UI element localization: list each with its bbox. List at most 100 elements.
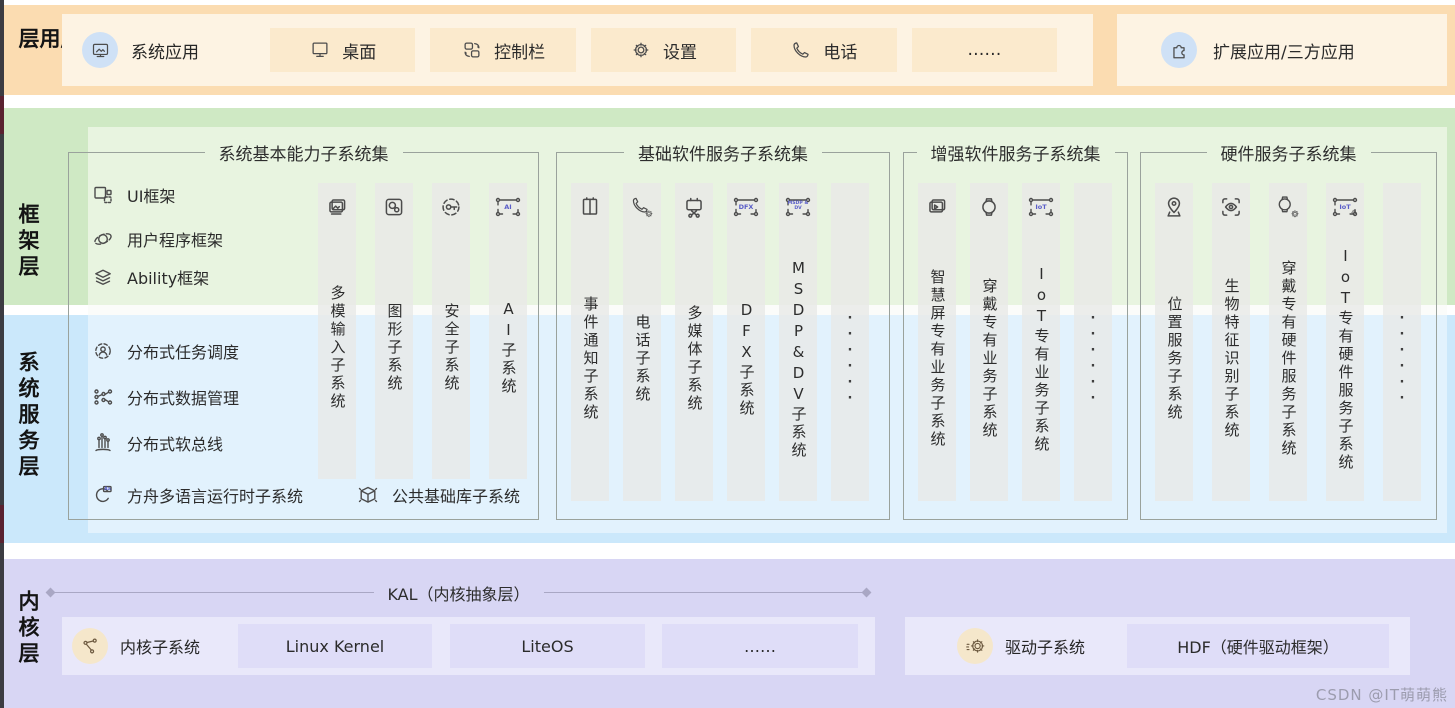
distributed-task-item: 分布式任务调度 <box>91 339 239 363</box>
msdp-dv-bracket-icon: MSDP & DV <box>785 185 811 229</box>
phone-item[interactable]: 电话 <box>751 28 897 72</box>
screenshot-edge-strip <box>0 0 4 708</box>
wearable-hardware-icon <box>1275 185 1301 229</box>
ui-framework-item: UI框架 <box>91 183 175 207</box>
multimodal-input-icon <box>324 185 350 229</box>
group-basic-software-service: 基础软件服务子系统集 事件通知子系统 电话子系统 <box>556 140 890 520</box>
driver-subsystem-panel: 驱动子系统 HDF（硬件驱动框架） <box>905 617 1410 675</box>
linux-kernel-box[interactable]: Linux Kernel <box>238 624 432 668</box>
edge-segment <box>0 96 4 134</box>
ark-runtime-label: 方舟多语言运行时子系统 <box>127 487 304 506</box>
phone-icon <box>793 42 810 58</box>
column-multimedia: 多媒体子系统 <box>675 183 713 501</box>
column-event-notification: 事件通知子系统 <box>571 183 609 501</box>
extension-apps-panel: 扩展应用/三方应用 <box>1117 14 1447 86</box>
column-telephony: 电话子系统 <box>623 183 661 501</box>
distributed-softbus-icon <box>95 433 111 452</box>
group-hardware-service: 硬件服务子系统集 位置服务子系统 生物特征识别子系统 <box>1140 140 1437 520</box>
smart-screen-icon <box>924 185 950 229</box>
group-basic-capability: 系统基本能力子系统集 UI框架 用户程序框架 Ability框架 <box>68 140 539 520</box>
column-smart-screen: 智慧屏专有业务子系统 <box>918 183 956 501</box>
extension-apps-label: 扩展应用/三方应用 <box>1213 42 1355 63</box>
framework-service-band: 框架层 系统服务层 系统基本能力子系统集 UI框架 用户程序框架 A <box>0 108 1455 543</box>
settings-item[interactable]: 设置 <box>590 28 737 72</box>
column-wearable-hardware: 穿戴专有硬件服务子系统 <box>1269 183 1307 501</box>
ui-framework-icon <box>94 186 112 204</box>
desktop-label: 桌面 <box>342 42 377 63</box>
group-hardware-service-title: 硬件服务子系统集 <box>1206 140 1371 165</box>
group-basic-software-title: 基础软件服务子系统集 <box>624 140 822 165</box>
more-apps-item: …… <box>911 28 1058 72</box>
puzzle-icon <box>1161 32 1197 68</box>
phone-label: 电话 <box>823 42 858 63</box>
ability-framework-label: Ability框架 <box>127 269 210 288</box>
ai-bracket-icon: AI <box>495 185 521 229</box>
distributed-data-icon <box>94 389 113 405</box>
desktop-item[interactable]: 桌面 <box>270 28 416 72</box>
system-apps-panel: 系统应用 桌面 控制栏 <box>62 14 1093 86</box>
control-bar-item[interactable]: 控制栏 <box>430 28 576 72</box>
kernel-layer-label: 内核层 <box>16 590 40 668</box>
iot-hardware-bracket-icon: IoT <box>1332 185 1358 229</box>
user-program-framework-item: 用户程序框架 <box>91 227 223 251</box>
column-msdp-dv: MSDP & DV MSDP&DV子系统 <box>779 183 817 501</box>
application-layer-band: 应用层 系统应用 桌面 <box>0 5 1455 95</box>
column-more: ······ <box>1383 183 1421 501</box>
driver-subsystem-label: 驱动子系统 <box>1005 638 1086 657</box>
driver-gear-icon <box>957 628 993 664</box>
more-kernels-box: …… <box>662 624 858 668</box>
ui-framework-label: UI框架 <box>127 187 176 206</box>
column-wearable-service: 穿戴专有业务子系统 <box>970 183 1008 501</box>
distributed-softbus-label: 分布式软总线 <box>127 435 224 454</box>
system-app-icon <box>82 32 118 68</box>
iot-bracket-icon: IoT <box>1028 185 1054 229</box>
group-enhanced-software-title: 增强软件服务子系统集 <box>916 140 1115 165</box>
group-basic-capability-title: 系统基本能力子系统集 <box>204 140 403 165</box>
location-pin-icon <box>1161 185 1187 229</box>
biometric-eye-icon <box>1218 185 1244 229</box>
hdf-box[interactable]: HDF（硬件驱动框架） <box>1127 624 1389 668</box>
control-bar-label: 控制栏 <box>494 42 546 63</box>
common-library-icon <box>358 486 378 503</box>
control-bar-icon <box>464 42 480 58</box>
service-layer-label: 系统服务层 <box>16 351 40 481</box>
settings-gear-icon <box>633 42 649 58</box>
ellipsis-label: …… <box>967 40 1002 60</box>
ark-runtime-item: Aa 方舟多语言运行时子系统 <box>91 483 303 507</box>
edge-segment <box>0 505 4 543</box>
column-security: 安全子系统 <box>432 183 470 479</box>
common-library-item: 公共基础库子系统 <box>356 483 520 507</box>
distributed-task-label: 分布式任务调度 <box>127 343 240 362</box>
system-app-label: 系统应用 <box>131 42 199 63</box>
kal-label: KAL（内核抽象层） <box>373 581 544 605</box>
wearable-watch-icon <box>976 185 1002 229</box>
column-dfx: DFX DFX子系统 <box>727 183 765 501</box>
column-iot-service: IoT IoT专有业务子系统 <box>1022 183 1060 501</box>
distributed-data-label: 分布式数据管理 <box>127 389 240 408</box>
watermark: CSDN @IT萌萌熊 <box>1315 686 1448 704</box>
system-app-lead: 系统应用 <box>62 32 270 68</box>
graphics-icon <box>381 185 407 229</box>
liteos-box[interactable]: LiteOS <box>450 624 645 668</box>
column-biometric: 生物特征识别子系统 <box>1212 183 1250 501</box>
group-enhanced-software-service: 增强软件服务子系统集 智慧屏专有业务子系统 穿戴专有业务子系统 IoT <box>903 140 1128 520</box>
desktop-icon <box>312 42 328 58</box>
common-library-label: 公共基础库子系统 <box>392 487 521 506</box>
ark-runtime-icon: Aa <box>91 483 115 507</box>
kernel-subsystem-panel: 内核子系统 Linux Kernel LiteOS …… <box>62 617 875 675</box>
user-program-framework-icon <box>94 233 112 245</box>
ability-framework-item: Ability框架 <box>91 265 209 289</box>
ability-framework-icon <box>95 269 111 285</box>
column-ai: AI AI子系统 <box>489 183 527 479</box>
telephony-icon <box>629 185 655 229</box>
distributed-task-icon <box>95 343 111 359</box>
kal-diamond-left <box>45 587 56 598</box>
user-program-framework-label: 用户程序框架 <box>127 231 224 250</box>
kernel-subsystem-label: 内核子系统 <box>120 638 201 657</box>
dfx-bracket-icon: DFX <box>733 185 759 229</box>
column-location: 位置服务子系统 <box>1155 183 1193 501</box>
security-key-icon <box>438 185 464 229</box>
column-graphics: 图形子系统 <box>375 183 413 479</box>
kal-diamond-right <box>861 587 872 598</box>
column-more: ······ <box>1074 183 1112 501</box>
